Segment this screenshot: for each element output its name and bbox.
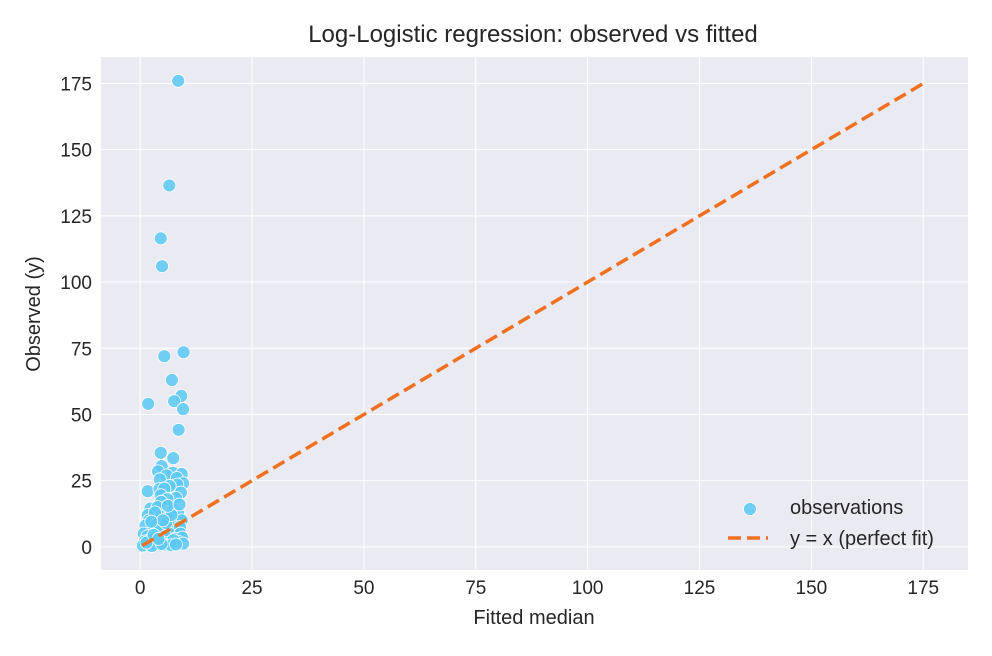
y-tick-label: 50 <box>71 405 92 426</box>
x-tick-label: 50 <box>353 578 374 599</box>
y-tick-label: 150 <box>60 141 92 162</box>
x-tick-label: 125 <box>684 578 716 599</box>
legend-label-perfect-fit: y = x (perfect fit) <box>790 528 934 550</box>
scatter-point <box>162 178 177 193</box>
scatter-point <box>172 497 187 512</box>
y-tick-label: 0 <box>81 538 92 559</box>
y-tick-label: 100 <box>60 273 92 294</box>
scatter-point <box>171 422 186 437</box>
scatter-point <box>140 484 155 499</box>
x-tick-label: 75 <box>465 578 486 599</box>
chart-title: Log-Logistic regression: observed vs fit… <box>308 21 758 48</box>
scatter-point <box>155 259 169 274</box>
scatter-point <box>176 402 191 417</box>
scatter-point <box>166 451 181 466</box>
scatter-point <box>153 445 168 460</box>
y-tick-label: 125 <box>60 207 92 228</box>
scatter-point <box>141 396 156 411</box>
scatter-point <box>171 73 186 88</box>
scatter-point <box>169 537 183 552</box>
scatter-point <box>153 231 168 246</box>
x-tick-label: 150 <box>796 578 828 599</box>
x-tick-label: 25 <box>241 578 262 599</box>
y-tick-label: 25 <box>71 472 92 493</box>
legend-label-observations: observations <box>790 497 903 519</box>
scatter-point <box>144 514 159 529</box>
legend: observations y = x (perfect fit) <box>728 497 934 550</box>
y-tick-label: 175 <box>60 74 92 95</box>
y-tick-label: 75 <box>71 339 92 360</box>
x-tick-label: 100 <box>572 578 604 599</box>
legend-marker-observations <box>743 502 757 516</box>
scatter-point <box>176 345 191 360</box>
scatter-point <box>157 349 172 364</box>
scatter-point <box>156 513 170 528</box>
scatter-series <box>135 73 191 553</box>
x-tick-label: 0 <box>135 578 146 599</box>
gridlines <box>101 57 968 570</box>
x-tick-label: 175 <box>907 578 939 599</box>
scatter-point <box>165 373 179 387</box>
scatter-point <box>160 498 175 513</box>
x-axis-label: Fitted median <box>473 607 594 629</box>
scatter-point <box>167 394 182 409</box>
y-axis-label: Observed (y) <box>23 256 45 372</box>
